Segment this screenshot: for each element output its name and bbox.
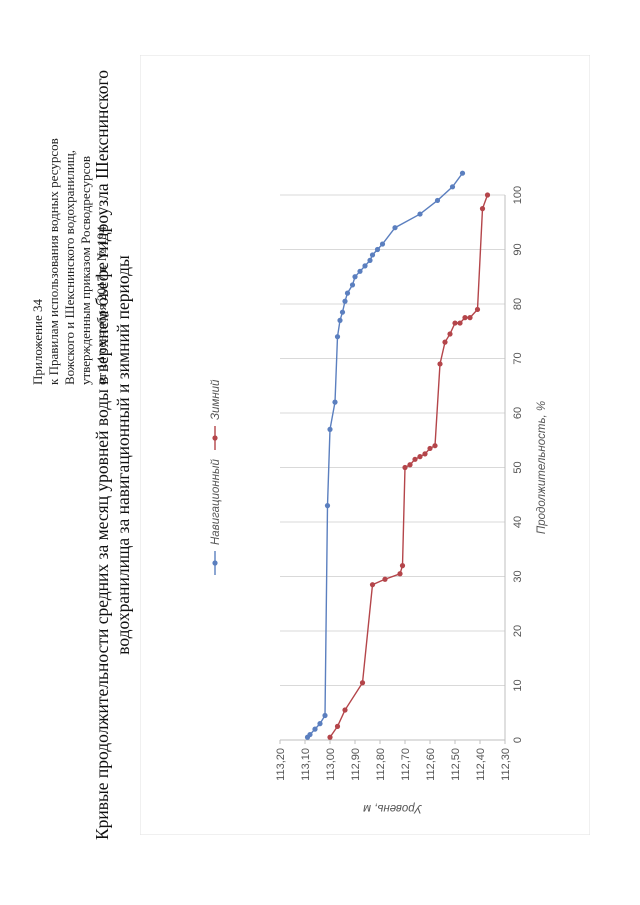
data-point-winter [412,456,418,462]
y-tick-label: 112,80 [375,748,387,781]
data-point-nav [344,290,351,296]
data-point-nav [369,252,376,258]
data-point-nav [392,225,398,231]
y-tick-label: 112,50 [450,748,462,781]
legend-marker-winter [212,435,218,441]
data-point-winter [334,723,341,729]
data-point-winter [452,320,458,326]
x-tick-label: 60 [512,407,524,419]
y-axis-title: Уровень, м [363,802,423,814]
data-point-nav [337,317,343,323]
data-point-winter [479,206,486,212]
data-point-winter [417,454,423,460]
data-point-nav [322,712,328,719]
x-tick-label: 40 [512,516,524,528]
data-point-winter [369,582,376,588]
header-line: к Правилам использования водных ресурсов [46,138,61,385]
data-point-winter [427,445,433,452]
data-point-nav [317,721,323,727]
x-tick-label: 100 [512,186,524,204]
data-point-winter [359,680,366,686]
legend-label-winter: Зимний [210,379,222,420]
legend-marker-nav [212,560,218,566]
data-point-nav [379,241,386,247]
chart-title: Кривые продолжительности средних за меся… [92,45,134,865]
data-point-nav [312,726,318,732]
data-point-nav [339,309,346,315]
y-tick-label: 113,00 [325,748,337,781]
data-point-winter [422,451,428,457]
x-tick-label: 10 [512,679,524,691]
y-tick-label: 112,30 [500,748,512,781]
y-tick-label: 113,20 [275,748,287,781]
duration-curve-chart: 0 10 20 30 40 50 60 70 80 90 100 112,30 112,40 112,50… [140,55,590,835]
data-point-winter [402,464,408,471]
data-point-nav [352,274,358,280]
chart-frame [140,55,590,835]
data-point-winter [432,443,438,449]
header-line: Приложение 34 [30,298,45,385]
chart-title-line-2: водохранилища за навигационный и зимний … [113,255,133,655]
data-point-winter [382,576,388,582]
y-tick-label: 112,70 [400,748,412,781]
data-point-nav [459,170,466,176]
x-tick-label: 20 [512,625,524,637]
data-point-nav [362,263,368,269]
y-tick-label: 113,10 [300,748,312,781]
data-point-winter [474,306,481,313]
data-point-winter [457,320,463,326]
data-point-winter [447,331,453,337]
series-line-nav [306,172,464,738]
data-point-nav [342,298,348,304]
data-point-nav [367,257,373,263]
data-point-winter [442,339,448,345]
data-point-nav [327,426,333,432]
legend-label-nav: Навигационный [210,458,222,545]
y-tick-label: 112,60 [425,748,437,781]
x-tick-label: 70 [512,352,524,364]
data-point-winter [437,361,443,367]
data-point-winter [397,571,403,577]
x-axis-title: Продолжительность, % [536,401,548,534]
header-line: Вожского и Шекснинского водохранилищ, [62,149,77,385]
data-point-nav [374,246,381,253]
data-point-nav [449,184,456,190]
x-tick-label: 30 [512,570,524,582]
data-point-winter [342,707,348,713]
x-tick-label: 0 [512,737,524,743]
data-point-nav [357,268,363,274]
data-point-winter [399,563,406,569]
data-point-winter [467,315,473,321]
data-point-nav [417,211,423,217]
data-point-winter [484,192,491,198]
x-tick-label: 50 [512,461,524,473]
data-point-winter [407,462,413,468]
data-point-winter [462,315,468,321]
data-point-nav [307,731,313,738]
x-tick-label: 90 [512,243,524,255]
y-tick-label: 112,40 [475,748,487,781]
data-point-nav [332,399,338,405]
data-point-nav [324,503,331,509]
data-point-nav [349,282,356,288]
data-point-nav [334,334,341,340]
data-point-nav [434,197,441,204]
y-tick-label: 112,90 [350,748,362,781]
chart-title-line-1: Кривые продолжительности средних за меся… [92,69,112,841]
data-point-winter [327,734,333,740]
x-tick-label: 80 [512,298,524,310]
